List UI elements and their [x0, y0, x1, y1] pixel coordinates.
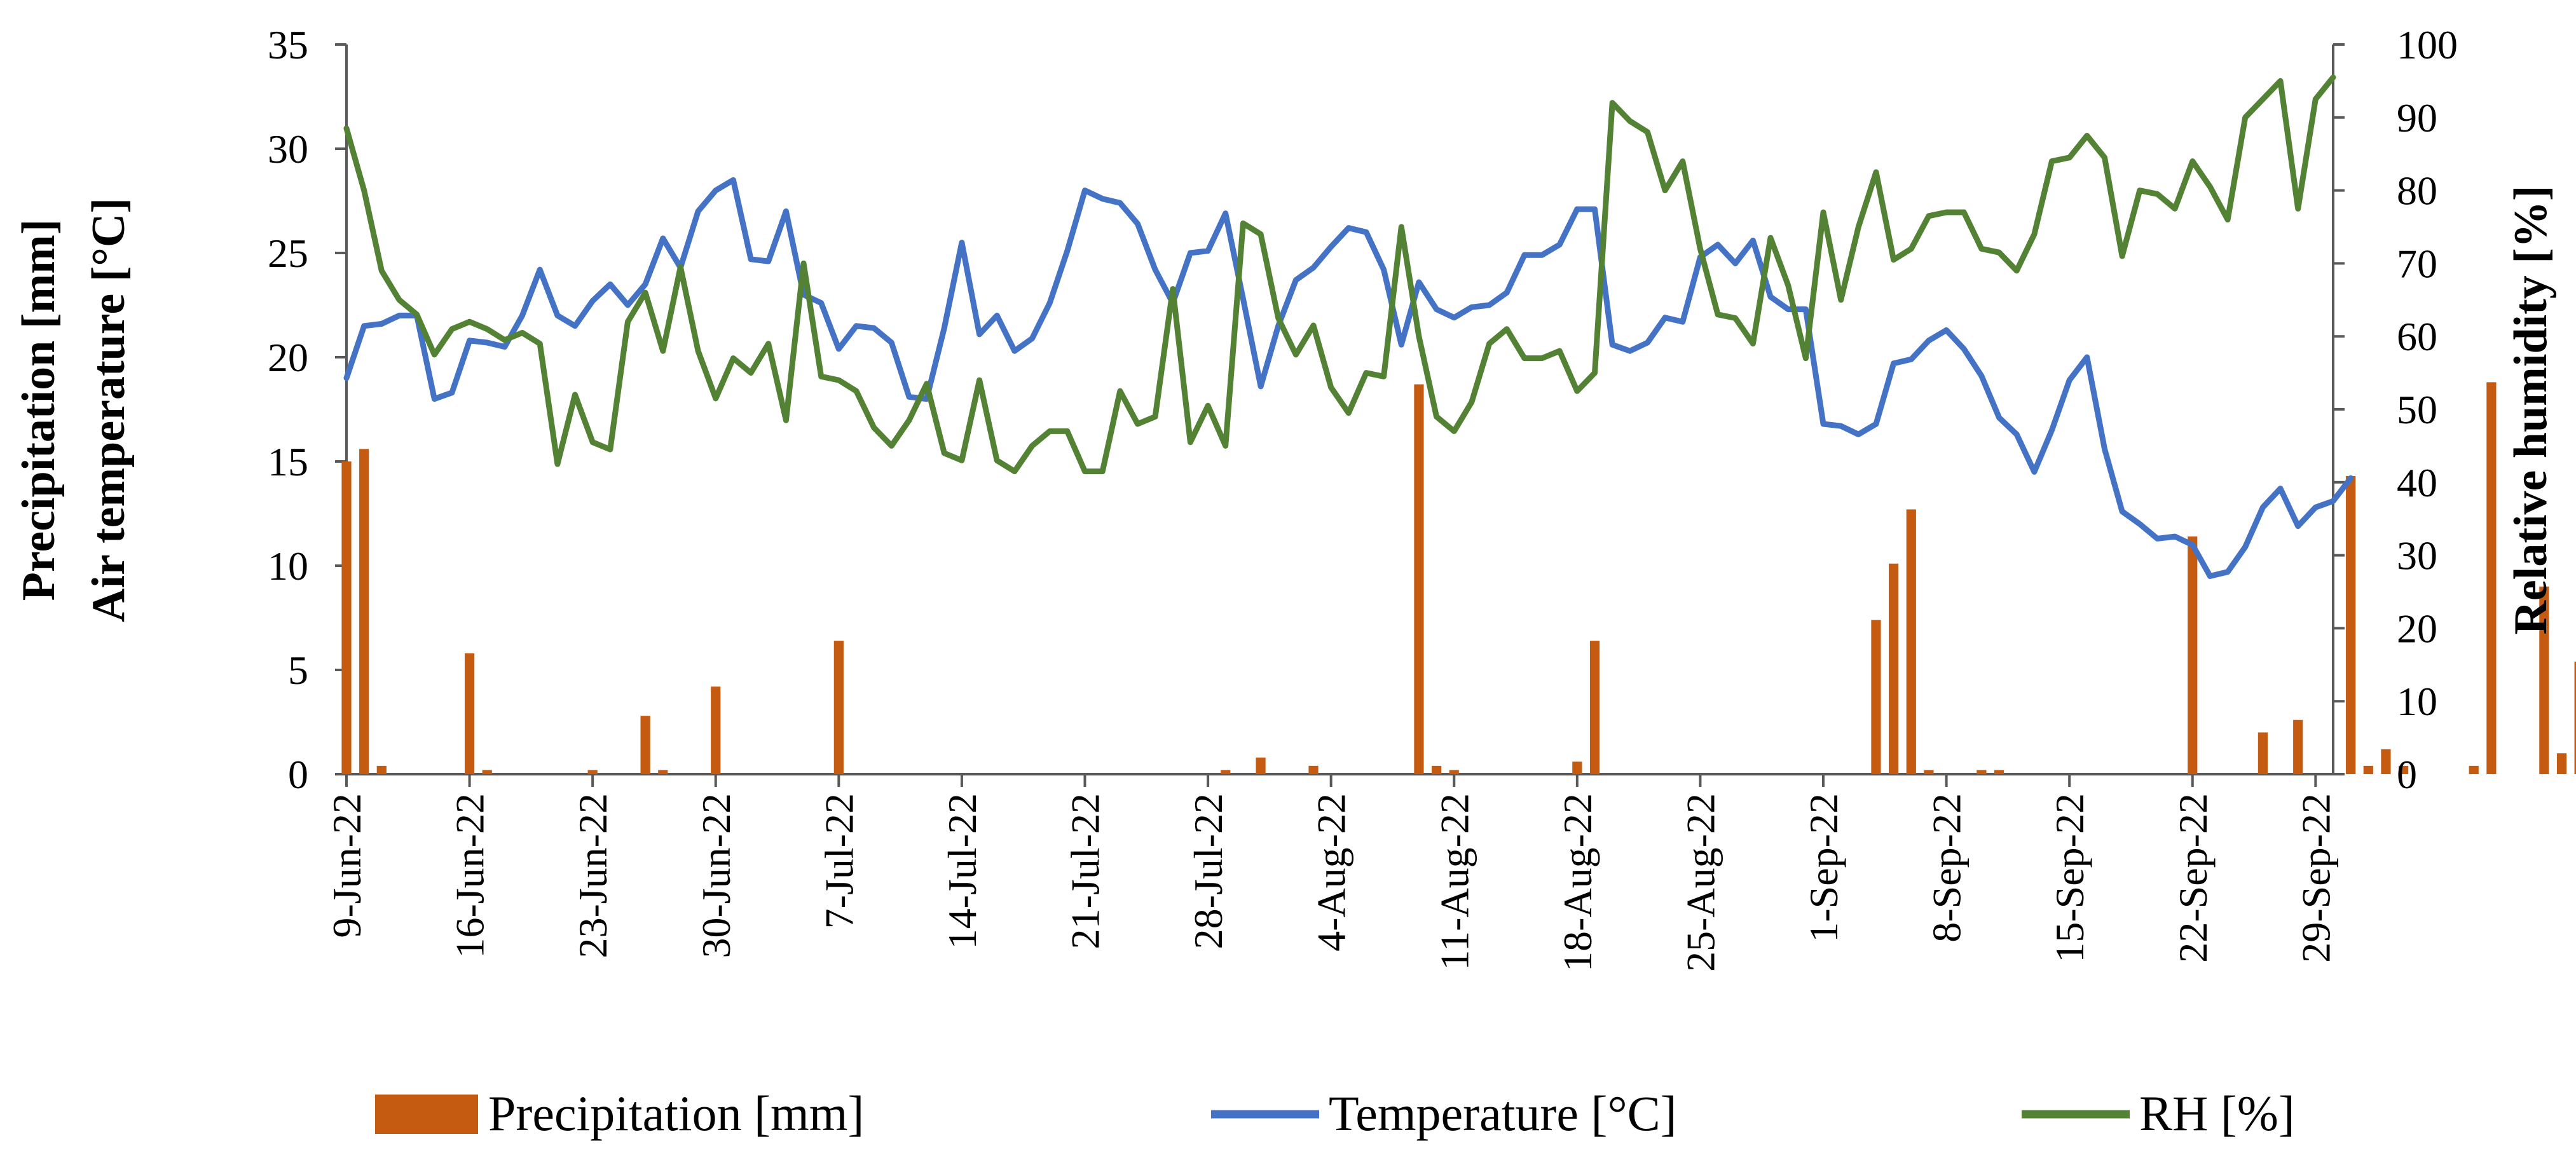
precipitation-bar — [2469, 765, 2479, 774]
precipitation-bar — [833, 641, 844, 774]
x-tick-label: 15-Sep-22 — [2047, 793, 2092, 963]
y-left-tick-label: 30 — [268, 126, 308, 172]
precipitation-bar — [2486, 382, 2497, 774]
y-left-tick-label: 10 — [268, 543, 308, 589]
precipitation-bar — [2556, 753, 2567, 774]
precipitation-bar — [1449, 770, 1459, 774]
y-right-tick-label: 80 — [2397, 168, 2437, 214]
y-right-tick-label: 30 — [2397, 533, 2437, 578]
x-tick-label: 30-Jun-22 — [694, 793, 739, 959]
precipitation-bar — [1431, 765, 1442, 774]
y-right-tick-label: 20 — [2397, 606, 2437, 651]
y-left-title-temperature: Air temperature [°C] — [83, 198, 135, 622]
legend-label-rh: RH [%] — [2139, 1086, 2295, 1141]
legend-label-precipitation: Precipitation [mm] — [488, 1086, 864, 1141]
precipitation-bar — [2257, 732, 2268, 774]
precipitation-bar — [2539, 586, 2549, 774]
series-lines — [343, 74, 2354, 579]
y-left-tick-label: 0 — [288, 752, 308, 797]
legend-label-temperature: Temperature [°C] — [1329, 1086, 1677, 1141]
y-right-tick-label: 50 — [2397, 387, 2437, 432]
precipitation-bar — [1572, 761, 1582, 774]
precipitation-bar — [1924, 770, 1934, 774]
y-left-tick-label: 5 — [288, 648, 308, 693]
x-tick-label: 16-Jun-22 — [448, 793, 493, 959]
x-tick-label: 7-Jul-22 — [816, 793, 861, 929]
precipitation-bar — [482, 770, 492, 774]
precipitation-bar — [1906, 509, 1916, 774]
precipitation-bar — [1589, 641, 1600, 774]
x-tick-label: 29-Sep-22 — [2293, 793, 2338, 963]
precipitation-bar — [2381, 749, 2391, 774]
temperature-line — [343, 177, 2354, 579]
x-tick-label: 21-Jul-22 — [1063, 793, 1108, 949]
precipitation-bar — [2363, 765, 2373, 774]
x-tick-label: 14-Jul-22 — [940, 793, 985, 949]
precipitation-bar — [359, 449, 369, 774]
precipitation-bar — [587, 770, 598, 774]
precipitation-bar — [464, 653, 475, 774]
x-tick-label: 11-Aug-22 — [1432, 793, 1477, 970]
y-right-title: Relative humidity [%] — [2505, 185, 2557, 634]
precipitation-bar — [1256, 757, 1266, 774]
y-right-tick-label: 90 — [2397, 95, 2437, 140]
y-left-title-precipitation: Precipitation [mm] — [13, 219, 65, 601]
precipitation-bar — [640, 716, 650, 774]
y-right-tick-label: 40 — [2397, 460, 2437, 505]
x-tick-label: 8-Sep-22 — [1924, 793, 1970, 943]
x-tick-label: 28-Jul-22 — [1186, 793, 1231, 949]
x-tick-label: 22-Sep-22 — [2170, 793, 2216, 963]
precipitation-bar — [1871, 620, 1881, 774]
y-left-tick-label: 35 — [268, 22, 308, 67]
precipitation-bar — [658, 770, 668, 774]
precipitation-bar — [2293, 720, 2303, 774]
y-right-tick-label: 10 — [2397, 679, 2437, 724]
y-left-tick-label: 20 — [268, 335, 308, 380]
y-right-tick-label: 70 — [2397, 241, 2437, 286]
precipitation-bar — [2188, 536, 2198, 774]
precipitation-bar — [376, 765, 387, 774]
precipitation-bar — [2399, 765, 2409, 774]
legend-swatch-precipitation — [375, 1095, 478, 1134]
y-right-tick-label: 100 — [2397, 22, 2458, 67]
x-tick-label: 18-Aug-22 — [1555, 793, 1600, 972]
precipitation-bar — [341, 461, 352, 774]
rh-line — [343, 74, 2336, 475]
x-tick-label: 9-Jun-22 — [324, 793, 369, 938]
tick-labels: 0 5 10 15 20 25 30 35 0 10 20 30 40 50 60 70 80 90 100 9-Ju… — [268, 22, 2458, 972]
precipitation-bar — [2346, 475, 2356, 774]
x-tick-label: 4-Aug-22 — [1309, 793, 1354, 952]
x-tick-label: 25-Aug-22 — [1678, 793, 1723, 972]
precipitation-bar — [711, 686, 721, 774]
x-tick-label: 1-Sep-22 — [1801, 793, 1846, 943]
precipitation-bars — [341, 382, 2576, 774]
precipitation-bar — [1414, 384, 1424, 774]
precipitation-bar — [1221, 770, 1231, 774]
precipitation-bar — [2574, 661, 2576, 774]
legend: Precipitation [mm] Temperature [°C] RH [… — [375, 1086, 2295, 1141]
axes-layer — [335, 43, 2345, 787]
y-left-tick-label: 15 — [268, 439, 308, 484]
precipitation-bar — [1994, 770, 2004, 774]
y-left-tick-label: 25 — [268, 231, 308, 276]
precipitation-bar — [1308, 765, 1319, 774]
precipitation-bar — [1889, 563, 1899, 774]
precipitation-bar — [1977, 770, 1987, 774]
y-right-tick-label: 0 — [2397, 752, 2417, 797]
y-right-tick-label: 60 — [2397, 314, 2437, 359]
x-tick-label: 23-Jun-22 — [570, 793, 615, 959]
